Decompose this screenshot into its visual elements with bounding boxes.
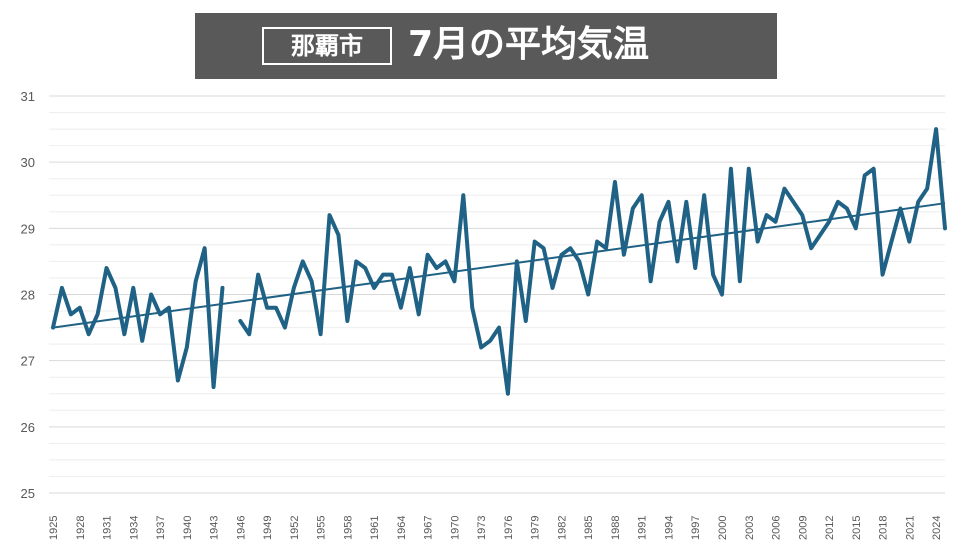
- x-tick-label: 1994: [663, 516, 675, 540]
- x-tick-label: 1976: [503, 516, 515, 540]
- x-tick-label: 1943: [209, 516, 221, 540]
- x-tick-label: 2000: [717, 516, 729, 540]
- x-tick-label: 2015: [851, 516, 863, 540]
- title-banner: [195, 13, 777, 79]
- x-axis-tick-labels: 1925 1928 1931 1934 1937 1940 1943 1946 1949 1952…: [48, 516, 943, 540]
- x-tick-label: 1940: [182, 516, 194, 540]
- y-tick-label: 26: [21, 420, 35, 435]
- x-tick-label: 2024: [931, 516, 943, 540]
- x-tick-label: 1961: [369, 516, 381, 540]
- x-tick-label: 1964: [396, 516, 408, 540]
- series-line: [51, 246, 225, 390]
- x-tick-label: 1934: [128, 516, 140, 540]
- y-tick-label: 25: [21, 486, 35, 501]
- y-tick-label: 30: [21, 155, 35, 170]
- y-tick-label: 29: [21, 221, 35, 236]
- x-tick-label: 2018: [878, 516, 890, 540]
- gridlines: [49, 95, 945, 494]
- x-tick-label: 1931: [102, 516, 114, 540]
- x-tick-label: 1970: [449, 516, 461, 540]
- series-group: [51, 127, 947, 396]
- x-tick-label: 1946: [235, 516, 247, 540]
- chart-title: 7月の平均気温: [408, 24, 650, 65]
- x-tick-label: 2006: [771, 516, 783, 540]
- series-line: [238, 127, 947, 396]
- y-tick-label: 27: [21, 354, 35, 369]
- x-tick-label: 2003: [744, 516, 756, 540]
- x-tick-label: 1949: [262, 516, 274, 540]
- y-tick-label: 31: [21, 89, 35, 104]
- x-tick-label: 1979: [530, 516, 542, 540]
- x-tick-label: 1937: [155, 516, 167, 540]
- trendline-group: [52, 202, 946, 329]
- y-axis-tick-labels: 25 26 27 28 29 30 31: [21, 89, 35, 501]
- x-tick-label: 1958: [342, 516, 354, 540]
- x-tick-label: 1952: [289, 516, 301, 540]
- x-tick-label: 1928: [75, 516, 87, 540]
- x-tick-label: 1997: [690, 516, 702, 540]
- y-tick-label: 28: [21, 288, 35, 303]
- x-tick-label: 2021: [904, 516, 916, 540]
- city-label: 那覇市: [262, 27, 392, 65]
- x-tick-label: 1925: [48, 516, 60, 540]
- x-tick-label: 1988: [610, 516, 622, 540]
- x-tick-label: 1955: [316, 516, 328, 540]
- trendline: [52, 202, 946, 329]
- x-tick-label: 1982: [556, 516, 568, 540]
- x-tick-label: 1991: [637, 516, 649, 540]
- x-tick-label: 1973: [476, 516, 488, 540]
- x-tick-label: 1985: [583, 516, 595, 540]
- x-tick-label: 2009: [797, 516, 809, 540]
- x-tick-label: 1967: [423, 516, 435, 540]
- x-tick-label: 2012: [824, 516, 836, 540]
